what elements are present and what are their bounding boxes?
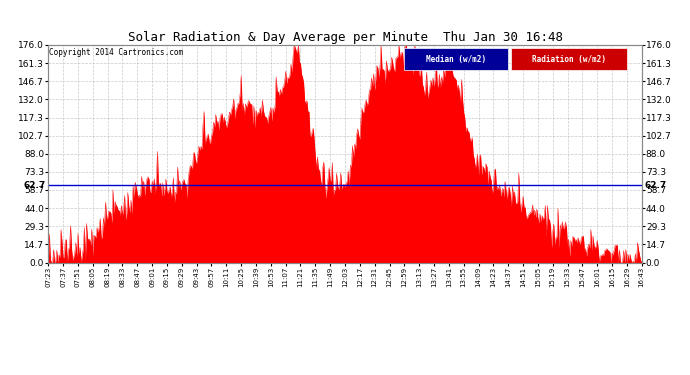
FancyBboxPatch shape	[511, 48, 627, 70]
Text: Copyright 2014 Cartronics.com: Copyright 2014 Cartronics.com	[49, 48, 183, 57]
Text: 62.7: 62.7	[23, 180, 46, 189]
Text: Median (w/m2): Median (w/m2)	[426, 55, 486, 64]
Text: Radiation (w/m2): Radiation (w/m2)	[532, 55, 606, 64]
Title: Solar Radiation & Day Average per Minute  Thu Jan 30 16:48: Solar Radiation & Day Average per Minute…	[128, 31, 562, 44]
Text: 62.7: 62.7	[644, 180, 667, 189]
FancyBboxPatch shape	[404, 48, 509, 70]
